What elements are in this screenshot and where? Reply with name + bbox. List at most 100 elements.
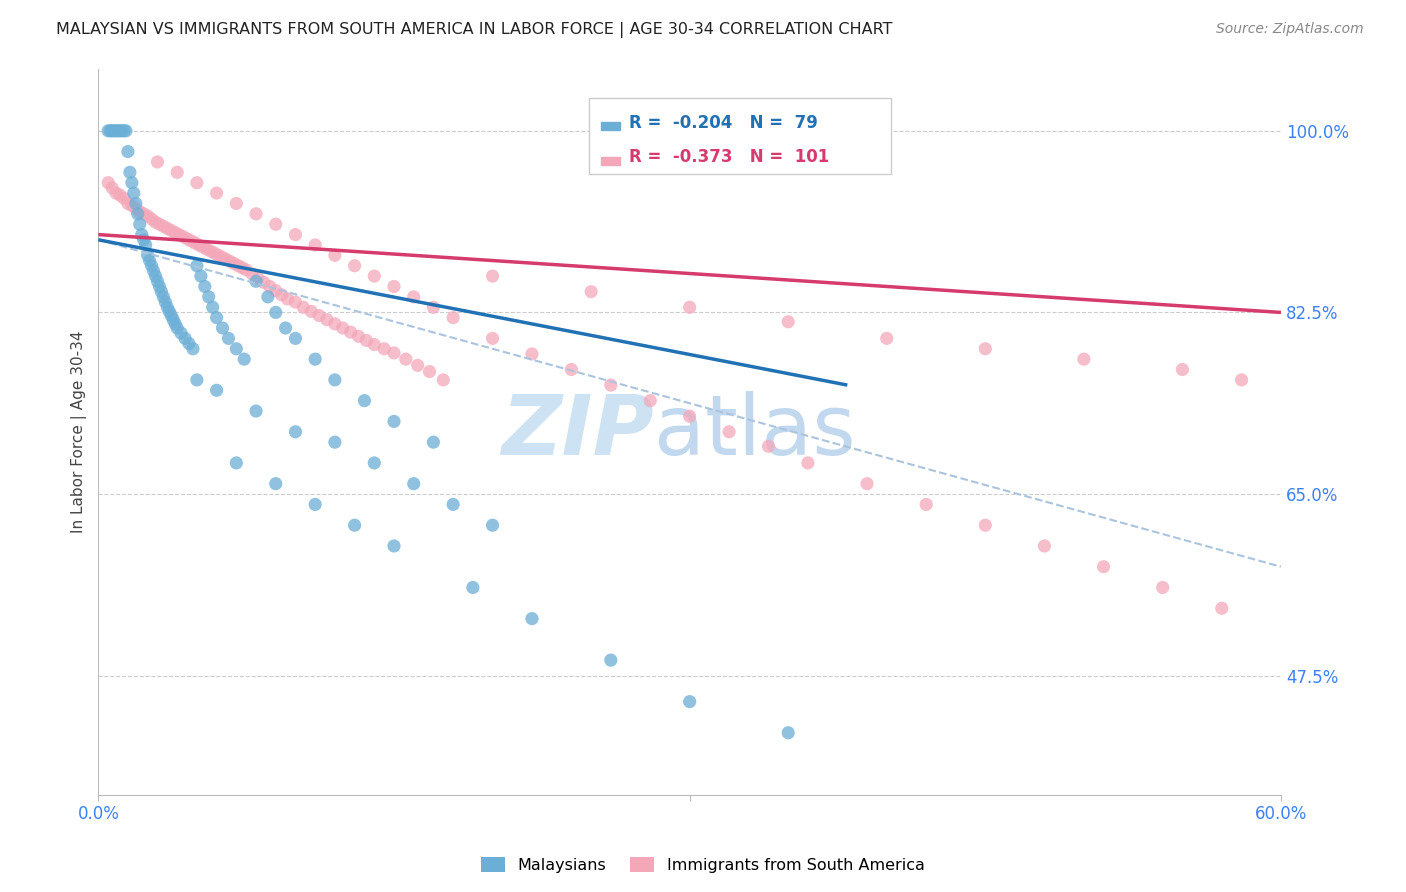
Point (259, 279, 281, 293)
Point (304, 238, 326, 252)
Point (132, 207, 155, 221)
Point (974, 518, 997, 533)
Point (211, 321, 233, 335)
Text: MALAYSIAN VS IMMIGRANTS FROM SOUTH AMERICA IN LABOR FORCE | AGE 30-34 CORRELATIO: MALAYSIAN VS IMMIGRANTS FROM SOUTH AMERI… (56, 22, 893, 38)
FancyBboxPatch shape (600, 157, 620, 165)
Point (356, 334, 378, 348)
Point (1211, 601, 1233, 615)
Point (323, 317, 346, 331)
Point (225, 456, 247, 470)
Point (135, 238, 157, 252)
Point (167, 227, 190, 242)
Point (758, 439, 780, 453)
Point (778, 315, 800, 329)
Point (132, 233, 155, 247)
Point (1152, 581, 1174, 595)
Point (679, 695, 702, 709)
Point (142, 264, 165, 278)
Point (974, 342, 997, 356)
Point (160, 309, 183, 323)
Point (253, 276, 276, 290)
Point (152, 290, 174, 304)
Point (332, 321, 354, 335)
Point (323, 435, 346, 450)
Point (118, 165, 141, 179)
Point (165, 317, 187, 331)
Point (481, 518, 503, 533)
Point (146, 274, 169, 288)
Point (481, 269, 503, 284)
Point (257, 290, 280, 304)
Point (579, 285, 602, 299)
Point (150, 285, 173, 299)
Point (1171, 362, 1194, 376)
Point (638, 393, 661, 408)
Point (270, 287, 292, 301)
Point (353, 393, 375, 408)
Point (145, 215, 167, 229)
Point (1073, 352, 1095, 367)
Point (292, 300, 315, 314)
Point (797, 456, 820, 470)
Point (245, 207, 267, 221)
Point (184, 235, 207, 250)
Point (226, 259, 249, 273)
Point (422, 300, 444, 314)
Point (284, 331, 307, 345)
Point (323, 248, 346, 262)
Point (217, 331, 239, 345)
Point (308, 309, 330, 323)
Point (560, 362, 582, 376)
Point (127, 207, 149, 221)
Point (441, 310, 464, 325)
Point (131, 227, 153, 242)
Point (117, 196, 139, 211)
Point (284, 425, 307, 439)
Point (180, 234, 202, 248)
Point (112, 124, 135, 138)
Text: atlas: atlas (654, 392, 856, 472)
Point (363, 269, 385, 284)
Point (264, 284, 287, 298)
Point (156, 221, 179, 235)
Point (240, 267, 263, 281)
Point (187, 238, 209, 252)
Point (207, 248, 229, 262)
Text: ZIP: ZIP (502, 392, 654, 472)
Point (136, 248, 159, 262)
Point (145, 269, 167, 284)
Point (201, 300, 224, 314)
Point (108, 124, 131, 138)
Point (157, 304, 180, 318)
Point (343, 518, 366, 533)
Point (395, 352, 418, 367)
Point (363, 337, 385, 351)
Point (101, 124, 124, 138)
Point (323, 373, 346, 387)
Point (200, 244, 222, 259)
Point (599, 378, 621, 392)
Point (382, 346, 405, 360)
Text: R =  -0.373   N =  101: R = -0.373 N = 101 (630, 148, 830, 166)
Point (347, 329, 370, 343)
Point (197, 290, 219, 304)
Y-axis label: In Labor Force | Age 30-34: In Labor Force | Age 30-34 (72, 331, 87, 533)
Point (461, 581, 484, 595)
Point (103, 124, 125, 138)
Point (141, 212, 163, 227)
Point (215, 252, 238, 267)
Point (264, 476, 287, 491)
Point (165, 226, 187, 240)
Point (117, 145, 139, 159)
Point (121, 176, 143, 190)
Point (112, 191, 135, 205)
Point (211, 251, 233, 265)
Point (176, 232, 198, 246)
Point (402, 476, 425, 491)
Point (224, 257, 246, 271)
Point (316, 312, 339, 326)
Point (122, 186, 145, 200)
Point (235, 263, 257, 277)
Point (231, 260, 253, 275)
Point (247, 271, 270, 285)
